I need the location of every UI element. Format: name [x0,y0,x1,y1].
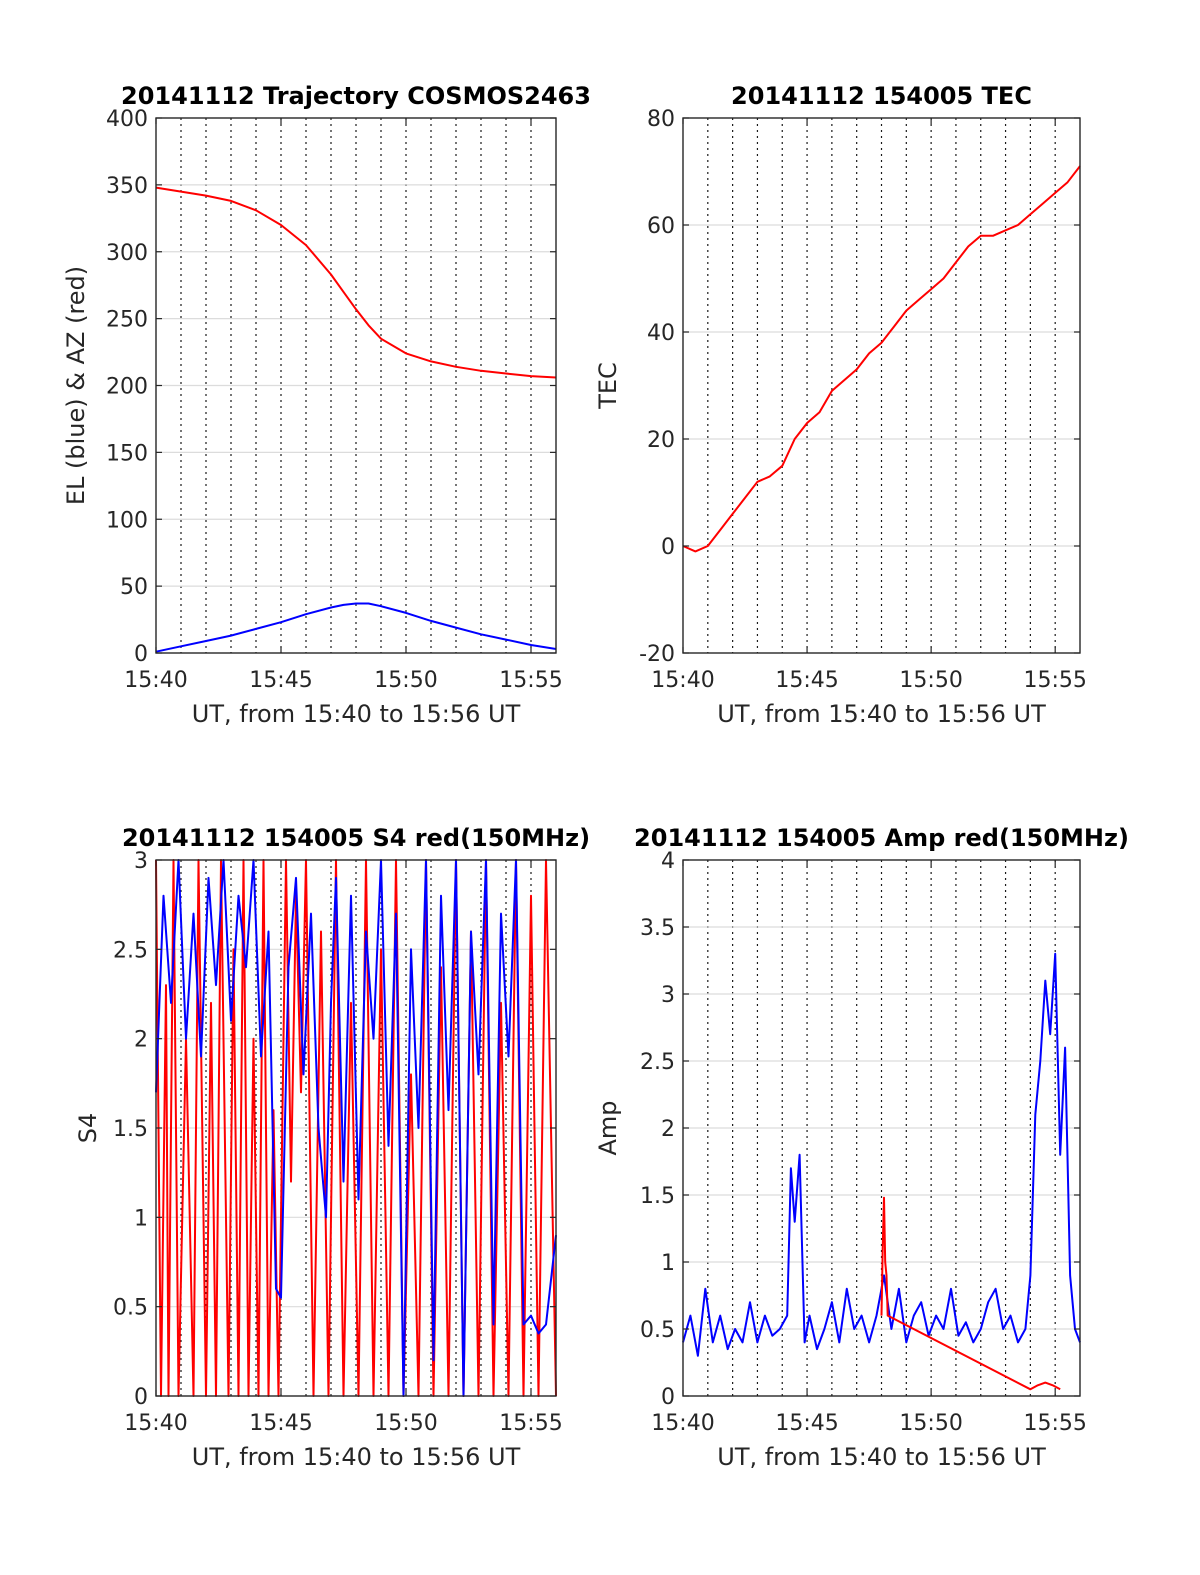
y-tick-label: 2 [134,1028,148,1053]
x-tick-label: 15:45 [775,1411,838,1436]
y-tick-label: 150 [106,441,148,466]
chart-title: 20141112 154005 S4 red(150MHz) [122,824,590,852]
y-tick-label: 0 [134,642,148,667]
x-tick-label: 15:40 [124,668,187,693]
y-tick-label: 1.5 [113,1117,148,1142]
y-tick-label: 100 [106,508,148,533]
y-tick-label: 60 [647,214,675,239]
y-tick-label: 20 [647,428,675,453]
y-tick-label: 1 [134,1206,148,1231]
y-tick-label: 2.5 [113,938,148,963]
y-axis-label: TEC [594,362,622,410]
x-tick-label: 15:45 [775,668,838,693]
x-axis-label: UT, from 15:40 to 15:56 UT [717,700,1046,728]
y-tick-label: 350 [106,174,148,199]
y-tick-label: 4 [661,849,675,874]
panel-tec: 20141112 154005 TEC UT, from 15:40 to 15… [594,82,1087,728]
x-tick-label: 15:50 [374,1411,437,1436]
y-tick-label: 200 [106,375,148,400]
series-line-1 [880,1196,1061,1391]
x-tick-label: 15:55 [1023,668,1086,693]
x-tick-label: 15:55 [499,1411,562,1436]
panel-amp: 20141112 154005 Amp red(150MHz) UT, from… [594,824,1129,1471]
x-tick-label: 15:45 [249,1411,312,1436]
y-axis-label: Amp [594,1100,622,1155]
y-tick-label: 3 [661,983,675,1008]
y-tick-label: 0 [661,535,675,560]
x-axis-label: UT, from 15:40 to 15:56 UT [192,1443,521,1471]
x-tick-label: 15:40 [651,668,714,693]
y-tick-label: 40 [647,321,675,346]
panel-s4: 20141112 154005 S4 red(150MHz) UT, from … [74,824,590,1471]
series-line-0 [682,165,1081,553]
y-axis-label: S4 [74,1113,102,1144]
series-line-0 [155,859,557,1397]
chart-title: 20141112 154005 TEC [731,82,1032,110]
y-tick-label: 2.5 [640,1050,675,1075]
y-tick-label: 1 [661,1251,675,1276]
x-axis-label: UT, from 15:40 to 15:56 UT [717,1443,1046,1471]
y-tick-label: 3.5 [640,916,675,941]
chart-title: 20141112 Trajectory COSMOS2463 [121,82,591,110]
y-tick-label: 0 [134,1385,148,1410]
plot-area-frame [682,117,1081,654]
y-tick-label: 2 [661,1117,675,1142]
x-tick-label: 15:50 [899,1411,962,1436]
y-tick-label: 1.5 [640,1184,675,1209]
y-tick-label: 50 [120,575,148,600]
y-axis-label: EL (blue) & AZ (red) [62,266,90,505]
x-tick-label: 15:40 [124,1411,187,1436]
series-line-0 [155,186,557,379]
y-tick-label: 0 [661,1385,675,1410]
y-tick-label: 300 [106,241,148,266]
series-line-1 [155,602,557,653]
x-tick-label: 15:40 [651,1411,714,1436]
y-tick-label: 0.5 [640,1318,675,1343]
y-tick-label: 3 [134,849,148,874]
x-axis-label: UT, from 15:40 to 15:56 UT [192,700,521,728]
x-tick-label: 15:50 [899,668,962,693]
y-tick-label: 80 [647,107,675,132]
panel-trajectory: 20141112 Trajectory COSMOS2463 UT, from … [62,82,591,728]
x-tick-label: 15:50 [374,668,437,693]
chart-title: 20141112 154005 Amp red(150MHz) [634,824,1129,852]
y-tick-label: -20 [639,642,675,667]
x-tick-label: 15:55 [499,668,562,693]
y-tick-label: 400 [106,107,148,132]
y-tick-label: 0.5 [113,1296,148,1321]
x-tick-label: 15:55 [1023,1411,1086,1436]
x-tick-label: 15:45 [249,668,312,693]
y-tick-label: 250 [106,308,148,333]
